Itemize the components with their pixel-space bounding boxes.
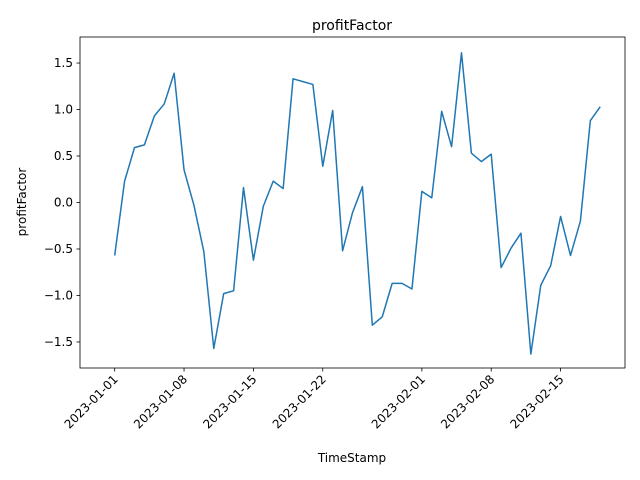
- y-tick-label: 1.0: [54, 103, 73, 117]
- y-tick-label: 0.5: [54, 149, 73, 163]
- x-axis: 2023-01-01 2023-01-08 2023-01-15 2023-01-22…: [62, 368, 567, 431]
- x-tick-label: 2023-01-08: [131, 372, 190, 431]
- plot-background: [80, 37, 625, 368]
- y-tick-label: −0.5: [44, 242, 73, 256]
- plot-area: [80, 37, 625, 368]
- y-axis-label: profitFactor: [15, 168, 29, 237]
- x-axis-label: TimeStamp: [317, 451, 386, 465]
- y-tick-label: 1.5: [54, 56, 73, 70]
- y-axis: −1.5 −1.0 −0.5 0.0 0.5 1.0 1.5: [44, 56, 80, 349]
- y-tick-label: −1.0: [44, 288, 73, 302]
- x-tick-label: 2023-01-22: [270, 372, 329, 431]
- x-tick-label: 2023-01-15: [200, 372, 259, 431]
- series-line-0: [113, 52, 601, 355]
- x-tick-label: 2023-01-01: [62, 372, 121, 431]
- x-tick-label: 2023-02-01: [369, 372, 428, 431]
- y-tick-label: 0.0: [54, 196, 73, 210]
- y-tick-label: −1.5: [44, 335, 73, 349]
- series-layer: [113, 52, 601, 355]
- chart-title: profitFactor: [312, 18, 392, 34]
- x-tick-label: 2023-02-15: [507, 372, 566, 431]
- x-tick-label: 2023-02-08: [438, 372, 497, 431]
